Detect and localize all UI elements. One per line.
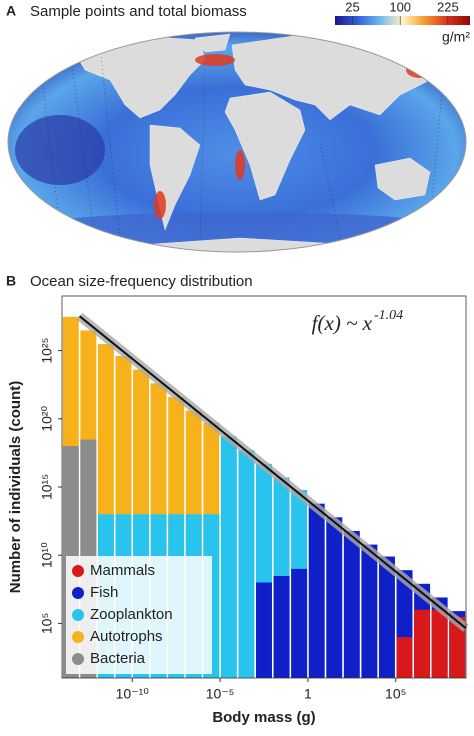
- panel-letter: A: [6, 3, 16, 19]
- bar: [326, 517, 343, 678]
- legend-swatch: [72, 587, 84, 599]
- bar: [256, 582, 272, 678]
- bar: [238, 450, 255, 678]
- legend-swatch: [72, 609, 84, 621]
- x-tick-label: 10⁻⁵: [206, 686, 235, 702]
- map-outline: [7, 31, 467, 253]
- bar: [308, 503, 325, 678]
- x-tick-label: 10⁻¹⁰: [116, 686, 150, 702]
- y-tick-label: 10¹⁵: [39, 474, 55, 500]
- bar: [431, 609, 448, 678]
- legend-swatch: [72, 565, 84, 577]
- legend-swatch: [72, 631, 84, 643]
- legend-label: Fish: [90, 584, 118, 601]
- bar: [449, 616, 466, 678]
- fit-exponent: -1.04: [374, 308, 403, 323]
- legend-label: Autotrophs: [90, 628, 163, 645]
- legend-swatch: [72, 653, 84, 665]
- bar: [343, 530, 360, 678]
- colorbar-unit: g/m²: [442, 29, 470, 45]
- y-tick-label: 10¹⁰: [39, 542, 55, 568]
- legend-label: Bacteria: [90, 650, 146, 667]
- bar: [378, 556, 395, 678]
- legend-label: Zooplankton: [90, 606, 173, 623]
- bar: [273, 575, 290, 678]
- x-tick-label: 10⁵: [385, 686, 406, 702]
- colorbar-tick-label: 225: [437, 0, 459, 14]
- panel-letter: B: [6, 273, 16, 289]
- x-tick-label: 1: [304, 686, 312, 702]
- fit-line: [78, 315, 467, 630]
- bar: [291, 568, 308, 678]
- legend-label: Mammals: [90, 562, 155, 579]
- plot-area: f(x) ~ x -1.04 10⁻¹⁰ 10⁻⁵ 1 10⁵ 10⁵ 10¹⁰ 10¹⁵ 10²…: [7, 295, 469, 726]
- y-tick-label: 10⁵: [39, 613, 55, 634]
- bar: [220, 436, 237, 678]
- colorbar-tick-label: 25: [345, 0, 359, 14]
- x-axis-label: Body mass (g): [212, 709, 315, 726]
- colorbar-gradient: [335, 16, 470, 25]
- world-map: [8, 32, 466, 252]
- fit-label: f(x) ~ x: [312, 311, 373, 335]
- panel-title: Ocean size-frequency distribution: [30, 273, 253, 290]
- bar: [361, 544, 378, 678]
- y-axis-label: Number of individuals (count): [7, 381, 24, 594]
- bar: [414, 609, 431, 678]
- legend-box: [66, 556, 212, 674]
- y-tick-label: 10²⁵: [39, 338, 55, 364]
- colorbar: 25 100 225 g/m²: [335, 0, 470, 45]
- colorbar-tick-label: 100: [389, 0, 411, 14]
- y-tick-label: 10²⁰: [39, 405, 55, 431]
- panel-title: Sample points and total biomass: [30, 3, 247, 20]
- bar: [396, 637, 413, 678]
